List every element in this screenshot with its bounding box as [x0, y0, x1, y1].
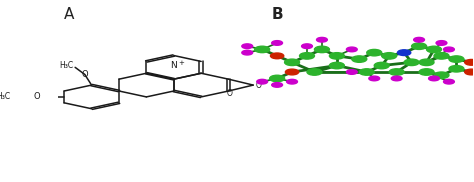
- Circle shape: [272, 83, 283, 87]
- Circle shape: [301, 44, 312, 49]
- Circle shape: [404, 59, 419, 66]
- Circle shape: [255, 46, 270, 53]
- Circle shape: [329, 62, 344, 69]
- Circle shape: [270, 75, 284, 82]
- Circle shape: [317, 37, 328, 42]
- Circle shape: [436, 41, 447, 45]
- Circle shape: [449, 66, 464, 72]
- Circle shape: [307, 69, 322, 75]
- Circle shape: [391, 76, 402, 81]
- Text: H₃C: H₃C: [59, 61, 73, 70]
- Text: O: O: [227, 89, 233, 98]
- Circle shape: [419, 59, 434, 66]
- Text: +: +: [178, 60, 184, 66]
- Circle shape: [398, 50, 411, 56]
- Circle shape: [272, 41, 283, 45]
- Text: O: O: [255, 81, 261, 90]
- Circle shape: [465, 69, 474, 75]
- Circle shape: [271, 53, 284, 59]
- Text: B: B: [271, 7, 283, 22]
- Circle shape: [314, 46, 329, 53]
- Text: A: A: [64, 7, 74, 22]
- Text: O: O: [82, 70, 88, 79]
- Circle shape: [444, 79, 455, 84]
- Circle shape: [300, 53, 314, 59]
- Circle shape: [382, 53, 397, 59]
- Circle shape: [389, 69, 404, 75]
- Circle shape: [285, 69, 299, 75]
- Circle shape: [427, 46, 441, 53]
- Circle shape: [346, 70, 357, 74]
- Circle shape: [242, 44, 253, 49]
- Circle shape: [287, 79, 298, 84]
- Circle shape: [284, 59, 300, 66]
- Circle shape: [329, 53, 344, 59]
- Circle shape: [242, 50, 253, 55]
- Text: H₃C: H₃C: [0, 92, 10, 101]
- Circle shape: [374, 62, 389, 69]
- Circle shape: [352, 56, 367, 62]
- Text: O: O: [34, 92, 40, 101]
- Circle shape: [434, 72, 449, 78]
- Circle shape: [414, 37, 424, 42]
- Circle shape: [411, 43, 427, 50]
- Circle shape: [428, 76, 439, 81]
- Circle shape: [465, 60, 474, 65]
- Circle shape: [359, 69, 374, 75]
- Circle shape: [444, 47, 455, 52]
- Circle shape: [369, 76, 380, 81]
- Circle shape: [419, 69, 434, 75]
- Circle shape: [367, 50, 382, 56]
- Circle shape: [434, 53, 449, 59]
- Circle shape: [449, 56, 464, 62]
- Circle shape: [257, 79, 267, 84]
- Text: N: N: [170, 61, 177, 70]
- Circle shape: [346, 47, 357, 52]
